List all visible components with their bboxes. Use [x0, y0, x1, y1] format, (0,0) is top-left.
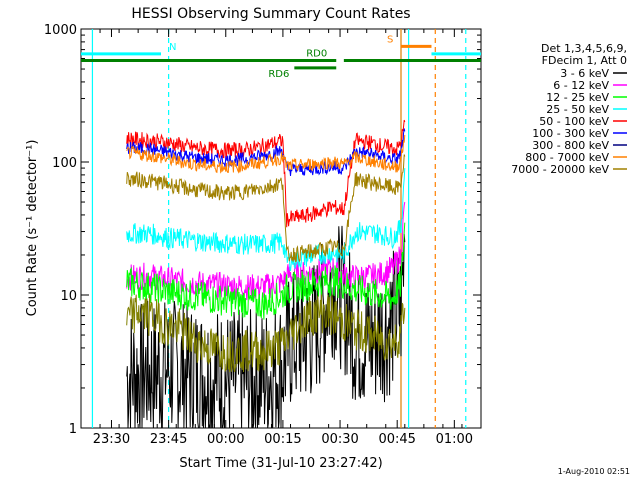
y-tick-label: 1 — [69, 422, 77, 437]
x-tick-label: 23:45 — [150, 432, 187, 447]
legend-entry-label: 6 - 12 keV — [553, 79, 609, 92]
x-tick-label: 00:45 — [378, 432, 415, 447]
x-tick-label: 00:00 — [207, 432, 244, 447]
y-tick-label: 10 — [60, 289, 77, 304]
series-line — [126, 134, 406, 174]
series-line — [126, 168, 406, 272]
series-line — [126, 222, 406, 320]
flag-bar-label: RD0 — [306, 48, 327, 59]
legend-entry-label: 7000 - 20000 keV — [511, 163, 609, 176]
y-tick-label: 1000 — [44, 23, 77, 38]
legend-entry-label: 50 - 100 keV — [539, 115, 609, 128]
timestamp: 1-Aug-2010 02:51 — [557, 467, 630, 476]
y-axis-label: Count Rate (s⁻¹ detector⁻¹) — [25, 140, 40, 317]
x-axis-label: Start Time (31-Jul-10 23:27:42) — [179, 456, 382, 471]
legend-entry-label: 3 - 6 keV — [560, 67, 609, 80]
chart-title: HESSI Observing Summary Count Rates — [131, 6, 410, 22]
x-tick-label: 00:30 — [321, 432, 358, 447]
flag-bar-label: S — [387, 34, 393, 45]
y-tick-label: 100 — [52, 156, 77, 171]
legend: Det 1,3,4,5,6,9,FDecim 1, Att 03 - 6 keV… — [511, 42, 627, 176]
series-group — [126, 119, 406, 429]
flag-bars: N RD0 RD6 S — [81, 34, 481, 80]
legend-entry-label: 100 - 300 keV — [532, 127, 609, 140]
legend-entry-label: 25 - 50 keV — [546, 103, 609, 116]
x-axis-ticks: 23:30 23:45 00:00 00:15 00:30 00:45 01:00 — [80, 29, 482, 447]
legend-entry-label: 800 - 7000 keV — [525, 151, 609, 164]
flag-bar-label: RD6 — [268, 69, 289, 80]
legend-entry-label: 300 - 800 keV — [532, 139, 609, 152]
series-line — [126, 294, 406, 373]
legend-header: FDecim 1, Att 0 — [542, 54, 627, 67]
y-axis-ticks: 1 10 100 1000 — [44, 23, 481, 437]
legend-entry-label: 12 - 25 keV — [546, 91, 609, 104]
flag-bar-label: N — [169, 42, 176, 53]
series-line — [126, 154, 406, 263]
x-tick-label: 23:30 — [93, 432, 130, 447]
x-tick-label: 00:15 — [264, 432, 301, 447]
legend-header: Det 1,3,4,5,6,9, — [541, 42, 627, 55]
x-tick-label: 01:00 — [436, 432, 473, 447]
